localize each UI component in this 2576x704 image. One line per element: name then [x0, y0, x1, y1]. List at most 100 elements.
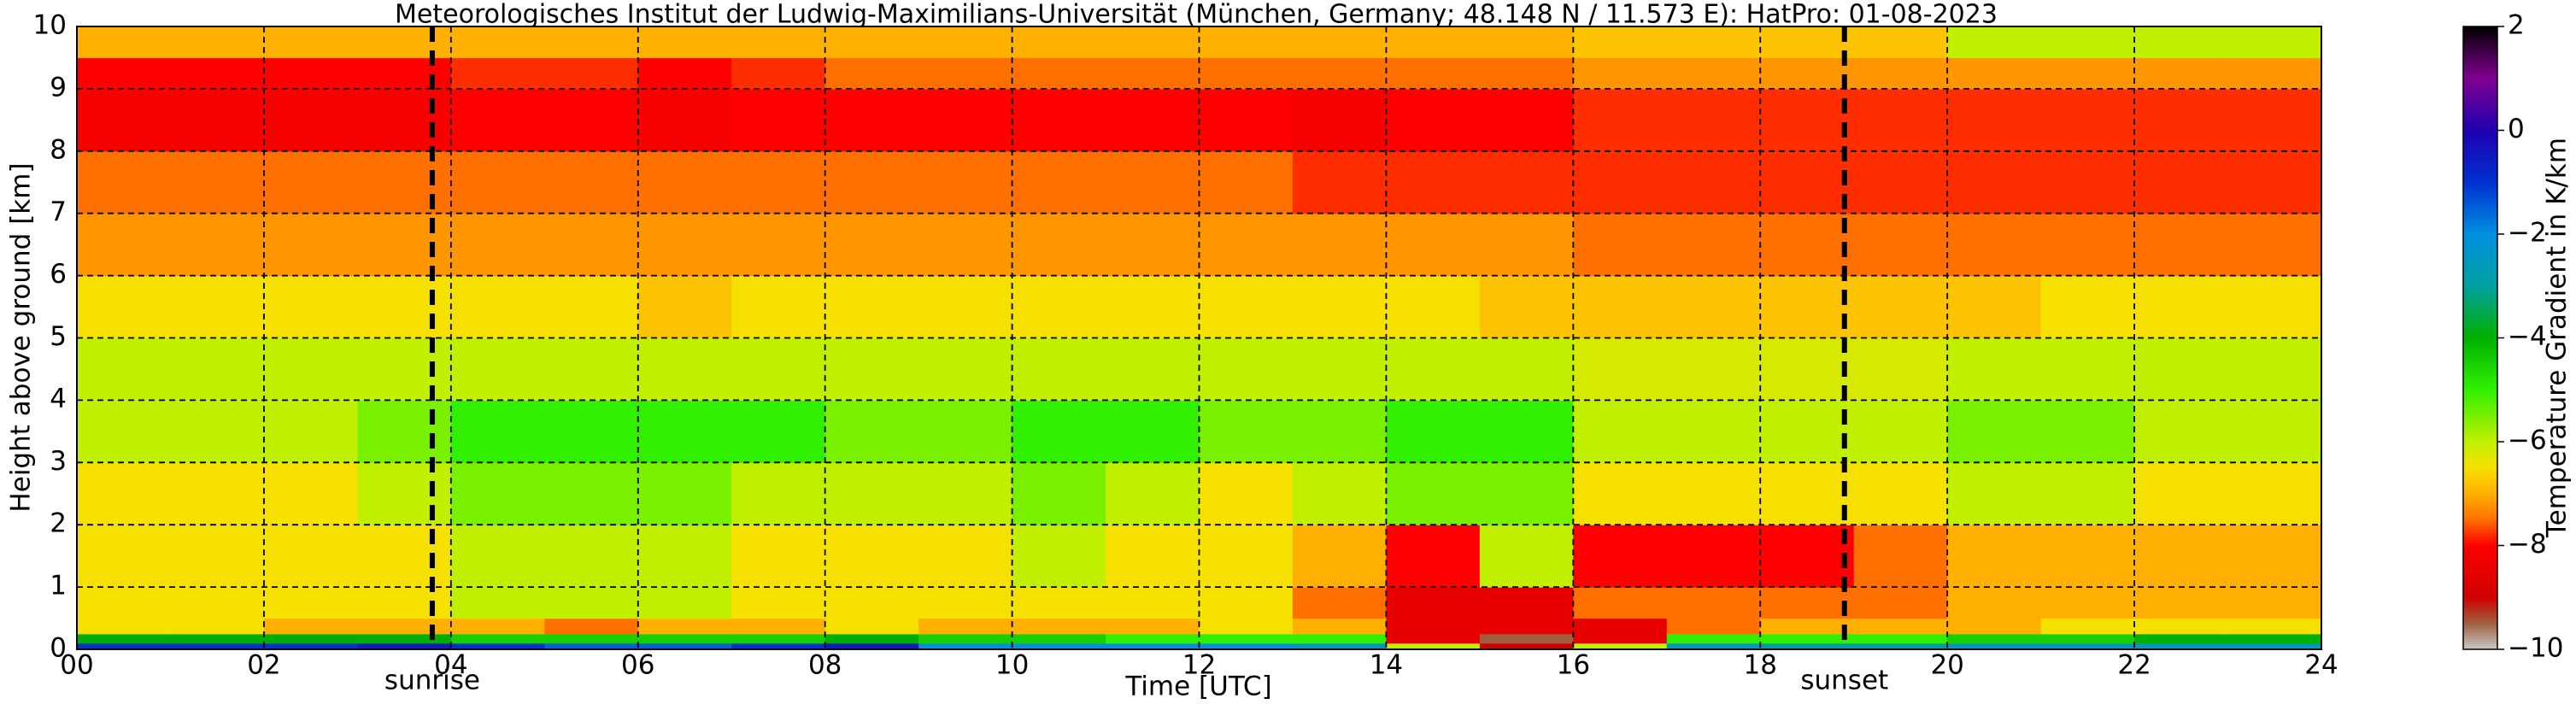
heatmap-cell: [170, 587, 265, 619]
heatmap-cell: [77, 275, 172, 339]
heatmap-cell: [731, 213, 826, 277]
heatmap-cell: [357, 400, 452, 463]
heatmap-cell: [1853, 400, 1948, 463]
heatmap-cell: [77, 525, 172, 588]
heatmap-cell: [170, 88, 265, 152]
heatmap-cell: [170, 642, 265, 650]
y-tick-label: 10: [33, 10, 67, 41]
heatmap-cell: [637, 587, 732, 619]
heatmap-cell: [450, 213, 545, 277]
heatmap-cell: [1573, 525, 1668, 588]
heatmap-cell: [77, 618, 172, 635]
heatmap-cell: [2040, 150, 2135, 214]
heatmap-cell: [1199, 525, 1294, 588]
heatmap-cell: [357, 88, 452, 152]
heatmap-cell: [824, 525, 919, 588]
y-tick-label: 1: [50, 571, 67, 601]
heatmap-cell: [544, 525, 639, 588]
colorbar-tick-label: −4: [2508, 321, 2547, 352]
heatmap-cell: [2040, 88, 2135, 152]
heatmap-cell: [1947, 642, 2042, 650]
heatmap-cell: [2134, 213, 2229, 277]
heatmap-cell: [77, 642, 172, 650]
x-tick-label: 04: [434, 650, 467, 681]
x-tick-label: 08: [808, 650, 842, 681]
heatmap-cell: [1479, 400, 1574, 463]
heatmap-cell: [1106, 57, 1200, 90]
heatmap: [77, 26, 2322, 650]
heatmap-cell: [544, 337, 639, 401]
heatmap-cell: [1199, 26, 1294, 59]
y-tick-label: 8: [50, 134, 67, 165]
heatmap-cell: [1199, 400, 1294, 463]
heatmap-cell: [637, 150, 732, 214]
annotation-label: sunset: [1800, 666, 1888, 696]
heatmap-cell: [1292, 275, 1388, 339]
colorbar-tick-label: 0: [2508, 114, 2525, 144]
heatmap-cell: [637, 213, 732, 277]
heatmap-cell: [1199, 275, 1294, 339]
heatmap-cell: [1479, 213, 1574, 277]
heatmap-cell: [1666, 26, 1761, 59]
heatmap-cell: [263, 462, 358, 525]
heatmap-cell: [918, 150, 1013, 214]
heatmap-cell: [1760, 525, 1855, 588]
heatmap-cell: [1292, 400, 1388, 463]
heatmap-cell: [1666, 337, 1761, 401]
heatmap-cell: [1199, 633, 1294, 644]
heatmap-cell: [637, 275, 732, 339]
heatmap-cell: [1666, 618, 1761, 635]
heatmap-cell: [1760, 400, 1855, 463]
heatmap-cell: [1666, 633, 1761, 644]
heatmap-cell: [170, 462, 265, 525]
heatmap-cell: [450, 150, 545, 214]
heatmap-cell: [731, 57, 826, 90]
heatmap-cell: [1386, 462, 1481, 525]
x-tick-label: 00: [60, 650, 93, 681]
heatmap-cell: [1666, 213, 1761, 277]
chart-title: Meteorologisches Institut der Ludwig-Max…: [395, 0, 1998, 30]
heatmap-cell: [2134, 633, 2229, 644]
heatmap-cell: [1292, 150, 1388, 214]
heatmap-cell: [263, 88, 358, 152]
heatmap-cell: [1386, 642, 1481, 650]
heatmap-cell: [1853, 587, 1948, 619]
heatmap-cell: [1106, 88, 1200, 152]
x-tick-label: 10: [995, 650, 1029, 681]
heatmap-cell: [2040, 400, 2135, 463]
heatmap-cell: [263, 275, 358, 339]
heatmap-cell: [1573, 618, 1668, 635]
heatmap-cell: [1386, 400, 1481, 463]
heatmap-cell: [1479, 633, 1574, 644]
heatmap-cell: [77, 587, 172, 619]
heatmap-cell: [1760, 275, 1855, 339]
heatmap-cell: [731, 462, 826, 525]
heatmap-cell: [544, 633, 639, 644]
heatmap-cell: [918, 642, 1013, 650]
heatmap-cell: [1479, 587, 1574, 619]
heatmap-cell: [1853, 525, 1948, 588]
heatmap-cell: [1573, 587, 1668, 619]
heatmap-cell: [357, 57, 452, 90]
heatmap-cell: [1853, 642, 1948, 650]
heatmap-cell: [450, 618, 545, 635]
heatmap-cell: [1012, 642, 1106, 650]
heatmap-cell: [824, 633, 919, 644]
heatmap-cell: [263, 400, 358, 463]
heatmap-cell: [824, 57, 919, 90]
heatmap-cell: [1386, 633, 1481, 644]
x-tick-label: 12: [1182, 650, 1216, 681]
heatmap-cell: [263, 618, 358, 635]
heatmap-cell: [2134, 525, 2229, 588]
heatmap-cell: [1012, 587, 1106, 619]
heatmap-cell: [824, 88, 919, 152]
y-axis-label: Height above ground [km]: [6, 162, 37, 512]
heatmap-cell: [637, 525, 732, 588]
heatmap-cell: [1760, 337, 1855, 401]
heatmap-cell: [1199, 337, 1294, 401]
heatmap-cell: [1573, 275, 1668, 339]
heatmap-cell: [1292, 88, 1388, 152]
heatmap-cell: [263, 525, 358, 588]
heatmap-cell: [1106, 618, 1200, 635]
heatmap-cell: [170, 26, 265, 59]
